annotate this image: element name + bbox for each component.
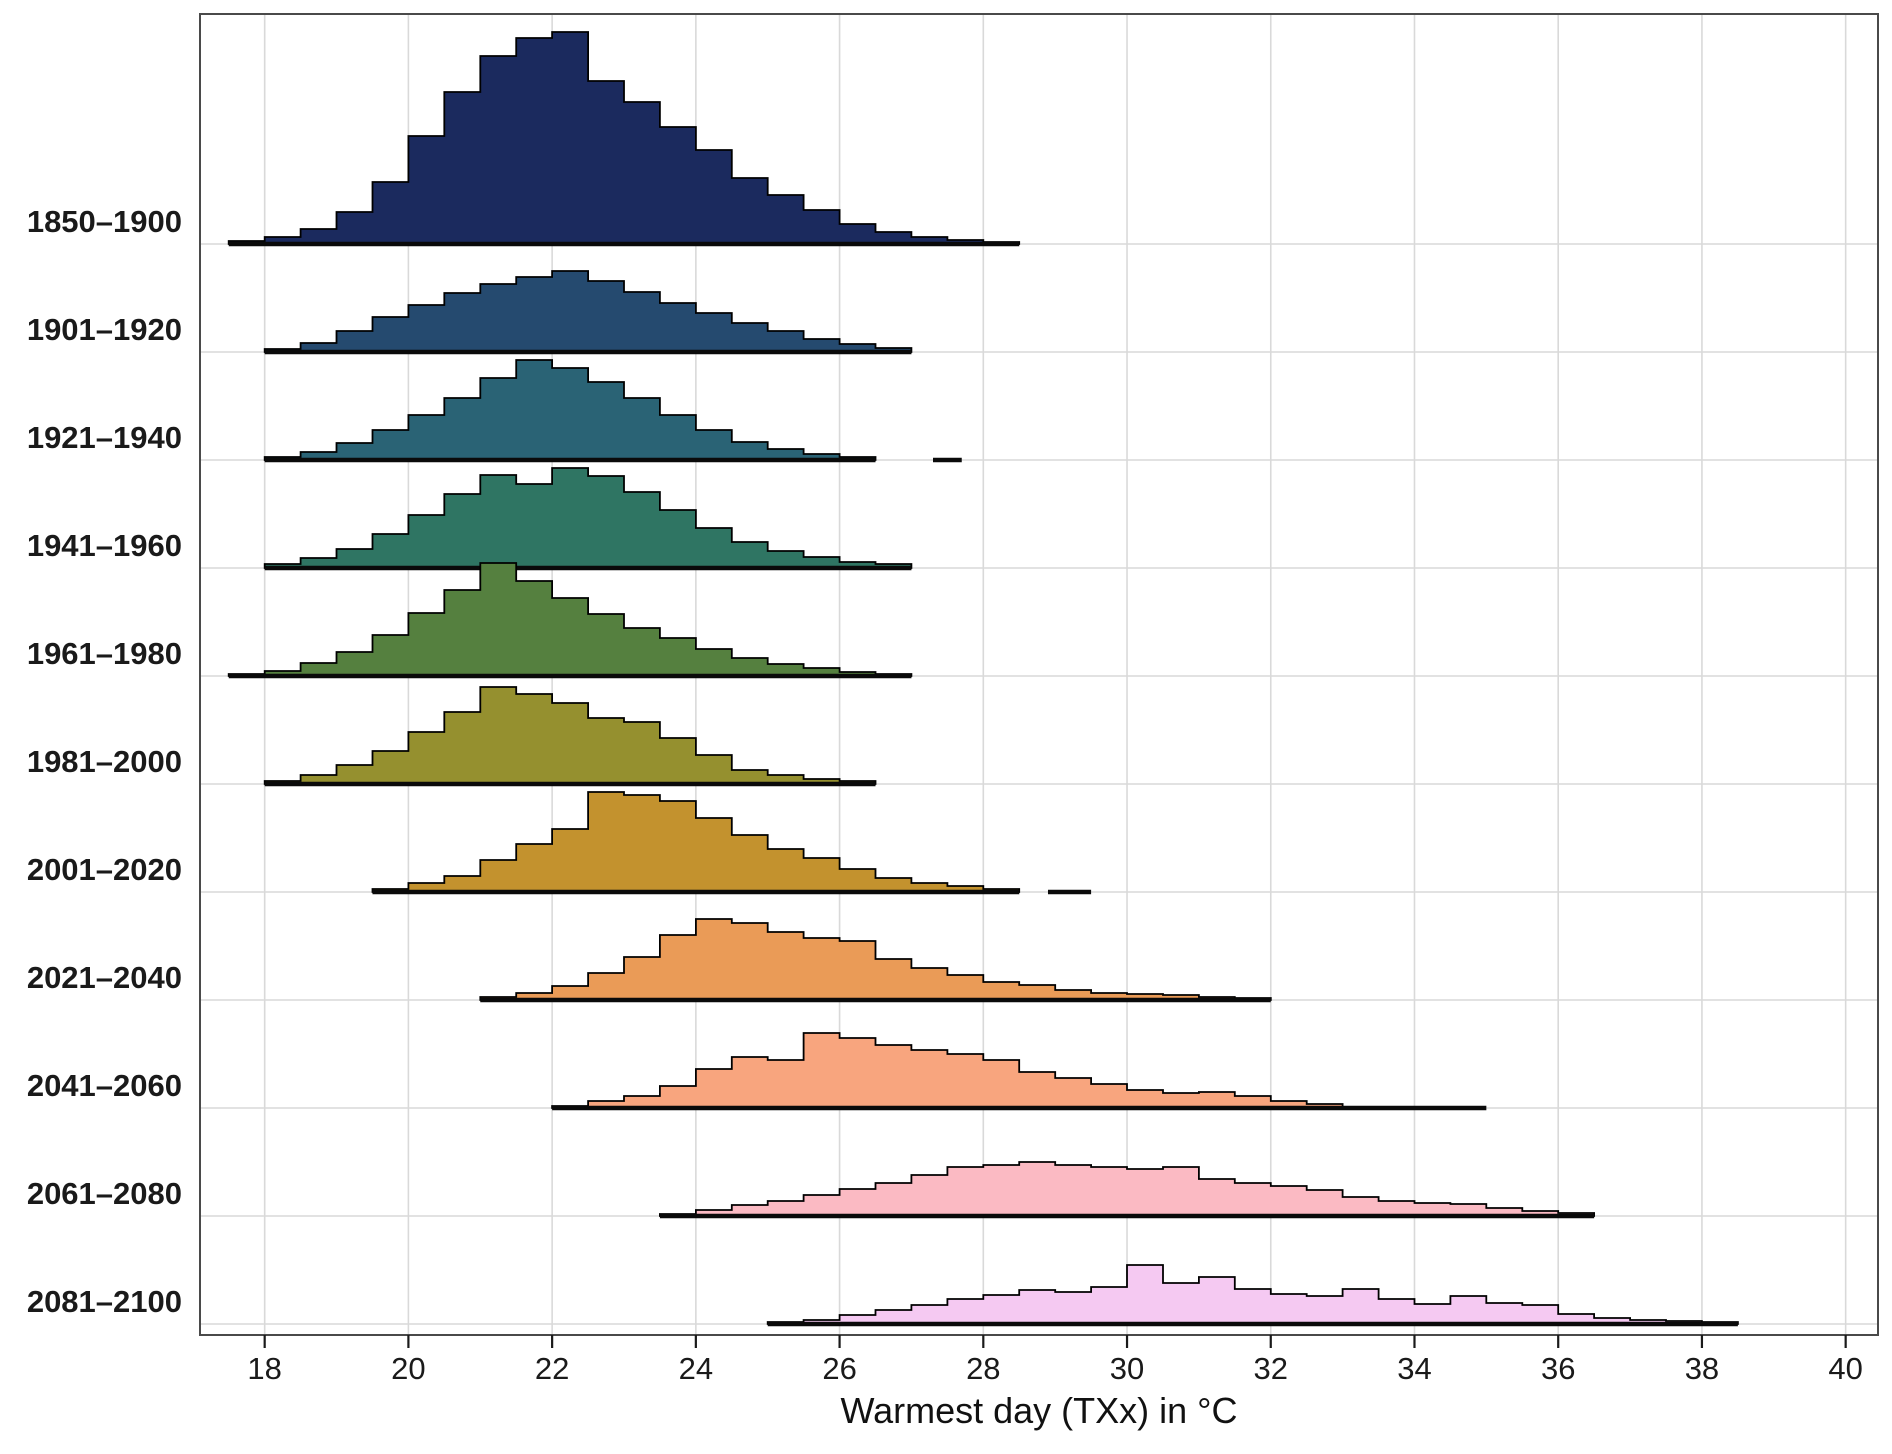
histogram-1901–1920 xyxy=(263,270,913,353)
x-axis-tick-label: 26 xyxy=(822,1351,856,1386)
x-axis-tick-label: 34 xyxy=(1397,1351,1431,1386)
y-axis-label: 2041–2060 xyxy=(27,1068,182,1103)
x-axis-tick-label: 30 xyxy=(1110,1351,1144,1386)
y-axis-label: 2001–2020 xyxy=(27,852,182,887)
y-axis-label: 2061–2080 xyxy=(27,1176,182,1211)
x-axis-tick-label: 36 xyxy=(1541,1351,1575,1386)
y-axis-label: 1850–1900 xyxy=(27,204,182,239)
x-axis-tick-label: 22 xyxy=(535,1351,569,1386)
x-axis-tick-label: 18 xyxy=(247,1351,281,1386)
histogram-1981–2000 xyxy=(263,686,877,785)
x-axis-tick-label: 28 xyxy=(966,1351,1000,1386)
histogram-2021–2040 xyxy=(479,918,1272,1001)
panel-border xyxy=(199,13,1879,1336)
histogram-1850–1900 xyxy=(227,31,1021,245)
histogram-1921–1940 xyxy=(263,359,877,461)
x-axis-title: Warmest day (TXx) in °C xyxy=(840,1390,1238,1431)
histogram-1961–1980 xyxy=(227,562,913,677)
x-axis-tick-label: 32 xyxy=(1254,1351,1288,1386)
x-axis-tick-label: 20 xyxy=(391,1351,425,1386)
histogram-2081–2100 xyxy=(766,1264,1739,1325)
histogram-1941–1960 xyxy=(263,467,913,569)
y-axis-label: 1921–1940 xyxy=(27,420,182,455)
y-axis-label: 1941–1960 xyxy=(27,528,182,563)
y-axis-label: 1901–1920 xyxy=(27,312,182,347)
histogram-2041–2060 xyxy=(551,1032,1344,1109)
y-axis-label: 1961–1980 xyxy=(27,636,182,671)
y-axis-label: 1981–2000 xyxy=(27,744,182,779)
y-axis-label: 2021–2040 xyxy=(27,960,182,995)
x-axis-tick-label: 24 xyxy=(679,1351,713,1386)
x-axis-tick-label: 38 xyxy=(1685,1351,1719,1386)
histogram-2001–2020 xyxy=(371,791,1021,893)
y-axis-label: 2081–2100 xyxy=(27,1284,182,1319)
histogram-2061–2080 xyxy=(659,1161,1595,1217)
x-axis-tick-label: 40 xyxy=(1828,1351,1862,1386)
